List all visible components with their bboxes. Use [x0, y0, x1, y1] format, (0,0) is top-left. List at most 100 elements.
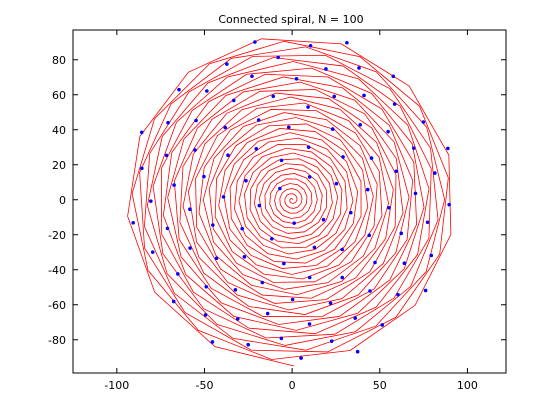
y-tick-label-20: 20: [52, 159, 66, 172]
data-point-21: [365, 187, 370, 192]
data-point-92: [391, 74, 396, 79]
data-point-30: [202, 174, 206, 179]
data-point-16: [341, 155, 345, 159]
data-point-57: [307, 322, 312, 326]
y-tick-label--60: -60: [48, 299, 66, 312]
data-point-39: [373, 260, 377, 265]
data-point-69: [205, 89, 209, 93]
y-tick-label--20: -20: [48, 229, 66, 242]
data-point-66: [324, 67, 328, 71]
data-point-43: [193, 148, 197, 152]
data-point-5: [321, 217, 326, 222]
data-point-6: [279, 158, 284, 163]
data-point-47: [399, 231, 404, 236]
data-point-3: [307, 175, 312, 179]
data-point-63: [412, 146, 416, 150]
data-point-64: [164, 153, 169, 158]
data-point-48: [231, 98, 236, 103]
data-point-51: [172, 183, 176, 187]
data-point-24: [330, 127, 335, 131]
data-point-54: [204, 284, 209, 289]
data-point-14: [254, 147, 259, 151]
data-point-90: [177, 87, 181, 92]
data-point-71: [392, 102, 397, 106]
data-point-26: [367, 233, 372, 238]
y-tick-label-60: 60: [52, 89, 66, 102]
data-point-2: [292, 221, 296, 225]
data-point-78: [329, 339, 334, 343]
data-point-37: [358, 123, 362, 127]
data-point-72: [149, 199, 153, 203]
data-point-13: [348, 210, 353, 215]
data-point-87: [308, 43, 313, 48]
data-point-97: [446, 146, 450, 151]
data-point-79: [357, 66, 361, 70]
data-point-10: [312, 245, 317, 250]
data-point-45: [332, 94, 337, 99]
data-point-20: [242, 255, 247, 259]
spiral-series: [127, 38, 452, 367]
data-point-27: [256, 118, 261, 122]
data-point-1: [278, 186, 282, 191]
data-point-41: [233, 288, 238, 292]
data-point-11: [306, 145, 311, 149]
data-point-62: [235, 317, 240, 321]
data-point-70: [279, 336, 284, 341]
spiral-points: [131, 40, 451, 360]
data-point-28: [260, 280, 265, 285]
data-point-40: [271, 94, 276, 99]
data-point-91: [299, 356, 303, 360]
data-point-32: [306, 105, 310, 109]
data-point-46: [188, 246, 192, 250]
data-point-75: [203, 313, 208, 317]
data-point-35: [223, 125, 228, 130]
data-point-85: [140, 166, 144, 171]
data-point-98: [139, 130, 144, 135]
axis-ticks: -100 -50 0 50 100 -80 -60 -40 -20 0 20 40 60 80: [48, 30, 506, 392]
data-point-68: [425, 220, 430, 225]
data-point-56: [194, 118, 198, 123]
data-point-8: [334, 181, 339, 186]
y-tick-label-80: 80: [52, 54, 66, 67]
data-point-12: [240, 226, 245, 231]
data-point-36: [290, 297, 295, 302]
data-point-31: [340, 275, 345, 280]
data-point-84: [421, 120, 426, 124]
data-point-58: [362, 93, 366, 98]
spiral-line: [127, 38, 452, 367]
data-point-94: [423, 288, 428, 293]
data-point-15: [282, 261, 286, 266]
data-point-34: [387, 205, 391, 210]
data-point-60: [402, 261, 407, 266]
data-point-55: [413, 191, 418, 196]
data-point-81: [429, 253, 434, 258]
data-point-89: [447, 202, 451, 207]
data-point-99: [355, 349, 360, 354]
data-point-100: [345, 40, 349, 45]
data-point-88: [171, 299, 176, 304]
data-point-93: [131, 220, 135, 225]
data-point-19: [286, 125, 291, 130]
data-point-77: [166, 120, 170, 125]
data-point-53: [294, 77, 299, 81]
data-point-49: [265, 311, 270, 316]
data-point-17: [221, 195, 226, 199]
data-point-80: [150, 250, 155, 254]
x-tick-label-50: 50: [373, 379, 387, 392]
y-tick-label--40: -40: [48, 264, 66, 277]
data-point-42: [394, 169, 399, 174]
data-point-18: [340, 247, 345, 252]
data-point-95: [253, 40, 257, 44]
data-point-7: [270, 236, 274, 241]
data-point-33: [214, 256, 219, 261]
data-point-23: [307, 275, 312, 280]
data-point-73: [396, 292, 400, 297]
data-point-61: [250, 74, 254, 79]
data-point-4: [257, 203, 262, 208]
data-point-65: [353, 316, 358, 320]
data-point-44: [328, 301, 333, 305]
data-point-82: [225, 62, 229, 66]
data-point-50: [386, 129, 390, 134]
data-point-76: [433, 171, 437, 175]
